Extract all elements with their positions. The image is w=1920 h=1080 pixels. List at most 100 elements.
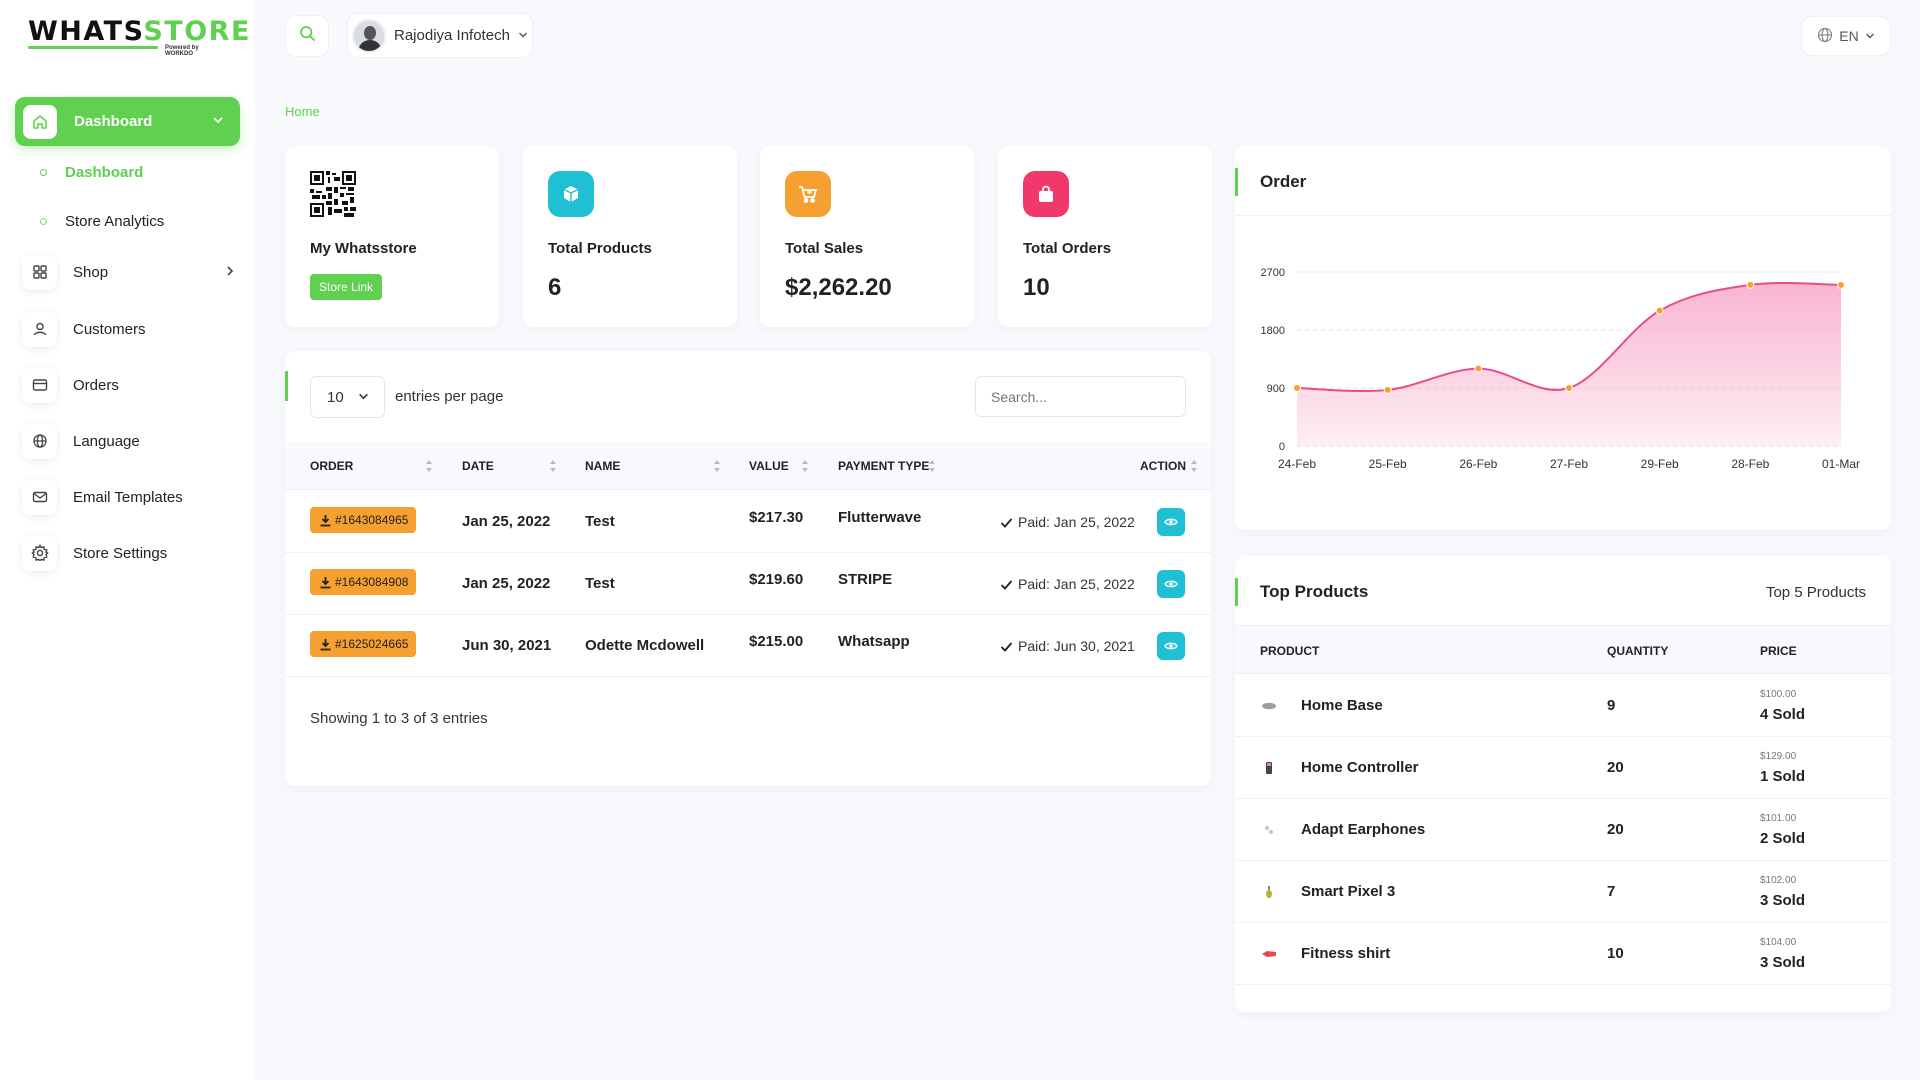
sidebar-item-language[interactable]: Language (22, 423, 242, 459)
sort-icon[interactable] (801, 458, 809, 474)
cart-icon (785, 171, 831, 217)
order-date: Jun 30, 2021 (462, 637, 552, 654)
avatar (352, 18, 386, 53)
product-thumbnail (1260, 759, 1278, 777)
sidebar-item-store-settings[interactable]: Store Settings (22, 535, 242, 571)
product-name[interactable]: Smart Pixel 3 (1301, 883, 1396, 900)
column-header-order[interactable]: ORDER (310, 459, 354, 473)
eye-icon (1164, 580, 1178, 588)
product-quantity: 20 (1607, 821, 1624, 838)
download-icon (320, 514, 331, 526)
product-name[interactable]: Fitness shirt (1301, 945, 1391, 962)
gear-icon (22, 535, 57, 571)
search-icon (299, 25, 316, 47)
user-name: Rajodiya Infotech (394, 27, 510, 44)
sidebar-item-email-templates[interactable]: Email Templates (22, 479, 242, 515)
order-customer-name: Test (585, 513, 615, 530)
product-thumbnail (1260, 945, 1278, 963)
product-row: Fitness shirt 10 $104.00 3 Sold (1235, 923, 1891, 985)
entries-label: entries per page (395, 388, 504, 405)
order-area-chart: 0 900 1800 2700 24-Feb 25-Feb 26-Feb 27-Feb 29-F… (1261, 267, 1860, 471)
language-selector[interactable]: EN (1801, 16, 1891, 56)
logo-powered-by: Powered by WORKDO (165, 45, 199, 57)
x-tick-label: 27-Feb (1550, 457, 1588, 471)
area-fill (1297, 282, 1841, 446)
x-tick-label: 26-Feb (1459, 457, 1497, 471)
whatsstore-logo[interactable]: WHATSSTORE Powered by WORKDO (28, 16, 251, 57)
sidebar-item-dashboard[interactable]: Dashboard (15, 97, 240, 146)
entries-per-page-select[interactable]: 10 (310, 376, 385, 418)
sidebar-item-orders[interactable]: Orders (22, 367, 242, 403)
x-tick-label: 24-Feb (1278, 457, 1316, 471)
sort-icon[interactable] (425, 458, 433, 474)
product-quantity: 9 (1607, 697, 1616, 714)
sidebar-item-shop[interactable]: Shop (22, 254, 242, 290)
sidebar-item-customers[interactable]: Customers (22, 311, 242, 347)
column-header-price: PRICE (1760, 644, 1797, 658)
order-customer-name: Test (585, 575, 615, 592)
sidebar-item-label: Customers (73, 320, 146, 338)
y-tick-label: 1800 (1261, 325, 1285, 337)
card-accent (1235, 168, 1238, 196)
product-sold-count: 3 Sold (1760, 892, 1806, 909)
qr-code-icon (310, 171, 356, 217)
top-products-card: Top Products Top 5 Products PRODUCT QUAN… (1235, 556, 1891, 1012)
order-id-badge[interactable]: #1625024665 (310, 631, 417, 657)
card-title: Top Products (1260, 582, 1369, 601)
data-point (1565, 384, 1573, 392)
order-date: Jan 25, 2022 (462, 513, 551, 530)
product-name[interactable]: Adapt Earphones (1301, 821, 1426, 838)
store-link-button[interactable]: Store Link (310, 274, 383, 300)
data-point (1474, 364, 1483, 373)
total-sales-card: Total Sales $2,262.20 (760, 146, 974, 327)
x-tick-label: 01-Mar (1822, 457, 1860, 471)
order-id-badge[interactable]: #1643084908 (310, 569, 417, 595)
card-title: Total Products (548, 240, 652, 257)
sort-icon[interactable] (928, 458, 936, 474)
logo-wordmark: WHATSSTORE (28, 16, 251, 47)
product-name[interactable]: Home Controller (1301, 759, 1419, 776)
subnav-dashboard[interactable]: Dashboard (40, 164, 143, 181)
sort-icon[interactable] (549, 458, 557, 474)
y-tick-label: 900 (1267, 383, 1285, 395)
sort-icon[interactable] (713, 458, 721, 474)
product-row: Adapt Earphones 20 $101.00 2 Sold (1235, 799, 1891, 861)
column-header-name[interactable]: NAME (585, 459, 621, 473)
order-id-badge[interactable]: #1643084965 (310, 507, 417, 533)
box-icon (548, 171, 594, 217)
language-code: EN (1839, 28, 1859, 44)
sidebar: WHATSSTORE Powered by WORKDO Dashboard D… (0, 0, 255, 1080)
x-tick-label: 28-Feb (1731, 457, 1769, 471)
grid-icon (22, 254, 57, 290)
sidebar-item-label: Store Settings (73, 544, 168, 562)
search-button[interactable] (285, 15, 329, 57)
chevron-down-icon (358, 389, 369, 406)
product-thumbnail (1260, 697, 1278, 715)
orders-table-card: 10 entries per page ORDER DATE NAME VALU… (285, 351, 1211, 786)
subnav-store-analytics[interactable]: Store Analytics (40, 213, 164, 230)
table-search-input[interactable] (975, 376, 1186, 417)
user-menu[interactable]: Rajodiya Infotech (347, 13, 533, 58)
card-title: My Whatsstore (310, 240, 417, 257)
column-header-payment-type[interactable]: PAYMENT TYPE (838, 459, 930, 473)
product-thumbnail (1260, 883, 1278, 901)
sort-icon[interactable] (1190, 458, 1198, 474)
table-row: #1643084908 Jan 25, 2022 Test $219.60 ST… (285, 553, 1211, 615)
column-header-date[interactable]: DATE (462, 459, 494, 473)
subnav-label: Dashboard (65, 164, 144, 181)
credit-card-icon (22, 367, 57, 403)
table-header: PRODUCT QUANTITY PRICE (1235, 626, 1891, 674)
card-value: $2,262.20 (785, 274, 892, 301)
product-quantity: 20 (1607, 759, 1624, 776)
view-order-button[interactable] (1157, 632, 1185, 660)
table-row: #1625024665 Jun 30, 2021 Odette Mcdowell… (285, 615, 1211, 677)
product-name[interactable]: Home Base (1301, 697, 1383, 714)
product-price: $129.00 (1760, 751, 1797, 762)
view-order-button[interactable] (1157, 508, 1185, 536)
product-price: $102.00 (1760, 875, 1797, 886)
column-header-action[interactable]: ACTION (1140, 459, 1186, 473)
column-header-value[interactable]: VALUE (749, 459, 789, 473)
breadcrumb[interactable]: Home (285, 104, 320, 119)
view-order-button[interactable] (1157, 570, 1185, 598)
eye-icon (1164, 518, 1178, 526)
